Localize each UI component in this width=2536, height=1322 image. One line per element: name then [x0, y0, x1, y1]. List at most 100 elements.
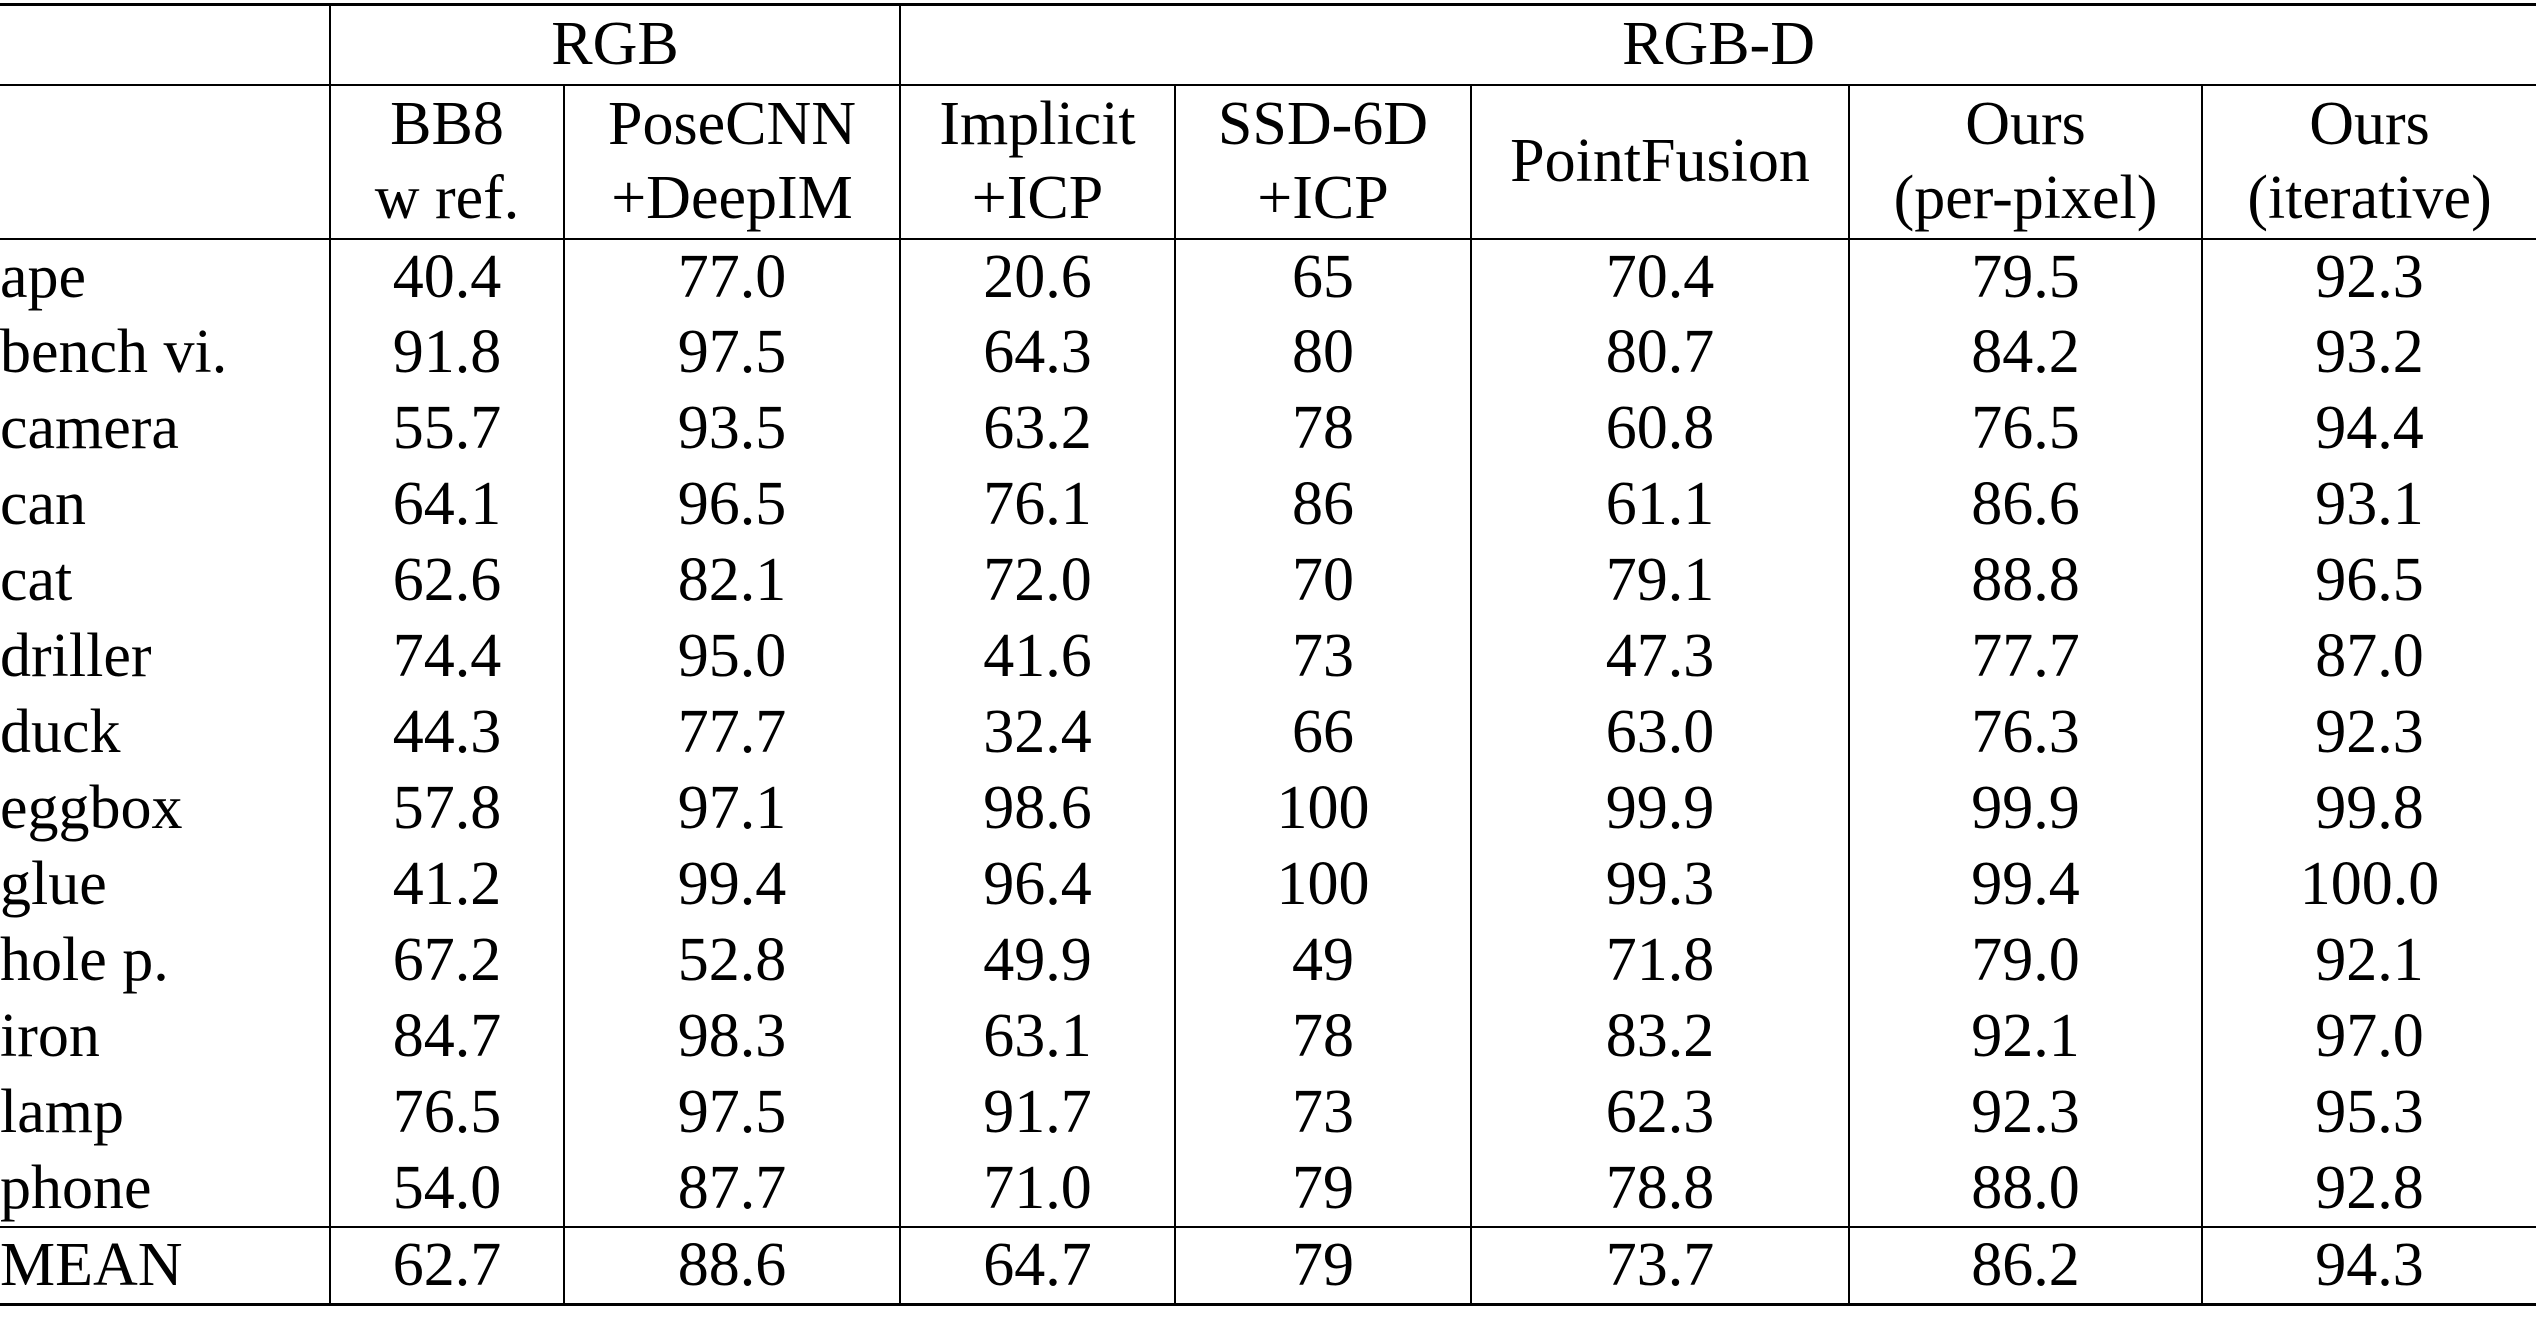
method-name: PointFusion	[1510, 126, 1810, 195]
cell-value: 78	[1174, 998, 1472, 1075]
cell-value: 99.8	[2201, 770, 2536, 847]
cell-value: 99.4	[562, 846, 901, 923]
cell-value: 84.2	[1848, 314, 2203, 391]
blank-label-cell	[0, 84, 330, 240]
cell-value: 96.4	[899, 846, 1176, 923]
cell-value: 97.1	[562, 770, 901, 847]
cell-value: 86.6	[1848, 466, 2203, 543]
cell-value: 86	[1174, 466, 1472, 543]
cell-value: 84.7	[329, 998, 564, 1075]
method-name: Ours	[2309, 90, 2430, 159]
cell-value: 88.0	[1848, 1150, 2203, 1227]
cell-value: 93.5	[562, 390, 901, 467]
cell-value: 57.8	[329, 770, 564, 847]
method-qualifier: +ICP	[1257, 163, 1389, 232]
row-label: phone	[0, 1153, 152, 1222]
cell-value: 100	[1174, 846, 1472, 923]
table-row: bench vi. 91.8 97.5 64.3 80 80.7 84.2 93.2	[0, 314, 2536, 391]
table-row: hole p. 67.2 52.8 49.9 49 71.8 79.0 92.1	[0, 922, 2536, 999]
table-row: can 64.1 96.5 76.1 86 61.1 86.6 93.1	[0, 466, 2536, 543]
row-label: duck	[0, 698, 121, 766]
cell-value: 70.4	[1470, 238, 1850, 315]
row-label: cat	[0, 546, 73, 614]
method-name: Ours	[1965, 90, 2086, 159]
cell-value: 49	[1174, 922, 1472, 999]
cell-value: 65	[1174, 238, 1472, 315]
method-name: BB8	[390, 90, 504, 159]
cell-value: 98.6	[899, 770, 1176, 847]
cell-value: 63.1	[899, 998, 1176, 1075]
row-label: eggbox	[0, 774, 183, 842]
cell-value: 72.0	[899, 542, 1176, 619]
table-row: phone 54.0 87.7 71.0 79 78.8 88.0 92.8	[0, 1150, 2536, 1227]
cell-value: 92.1	[1848, 998, 2203, 1075]
cell-value: 88.8	[1848, 542, 2203, 619]
cell-value: 79.0	[1848, 922, 2203, 999]
cell-value: 92.3	[2201, 238, 2536, 315]
cell-value: 91.7	[899, 1074, 1176, 1151]
cell-value: 97.0	[2201, 998, 2536, 1075]
cell-value: 96.5	[2201, 542, 2536, 619]
cell-value: 87.0	[2201, 618, 2536, 695]
table-row: duck 44.3 77.7 32.4 66 63.0 76.3 92.3	[0, 694, 2536, 771]
cell-value: 99.9	[1470, 770, 1850, 847]
group-header-row: RGB RGB-D	[0, 4, 2536, 86]
cell-value: 100	[1174, 770, 1472, 847]
row-label: driller	[0, 622, 152, 690]
cell-value: 77.7	[562, 694, 901, 771]
cell-value: 99.4	[1848, 846, 2203, 923]
cell-value: 63.2	[899, 390, 1176, 467]
cell-value: 64.7	[899, 1225, 1176, 1305]
method-qualifier: +DeepIM	[611, 163, 853, 232]
cell-value: 97.5	[562, 1074, 901, 1151]
cell-value: 66	[1174, 694, 1472, 771]
table-body: ape 40.4 77.0 20.6 65 70.4 79.5 92.3 bench vi. 91…	[0, 238, 2536, 1305]
cell-value: 64.3	[899, 314, 1176, 391]
cell-value: 93.1	[2201, 466, 2536, 543]
row-label: glue	[0, 850, 107, 918]
method-qualifier: +ICP	[971, 163, 1104, 232]
cell-value: 80.7	[1470, 314, 1850, 391]
cell-value: 73	[1174, 1074, 1472, 1151]
cell-value: 47.3	[1470, 618, 1850, 695]
cell-value: 78	[1174, 390, 1472, 467]
cell-value: 60.8	[1470, 390, 1850, 467]
cell-value: 95.3	[2201, 1074, 2536, 1151]
row-label: ape	[0, 242, 87, 311]
cell-value: 77.0	[562, 238, 901, 315]
cell-value: 93.2	[2201, 314, 2536, 391]
method-name: PoseCNN	[607, 90, 857, 159]
table-row: glue 41.2 99.4 96.4 100 99.3 99.4 100.0	[0, 846, 2536, 923]
cell-value: 55.7	[329, 390, 564, 467]
cell-value: 54.0	[329, 1150, 564, 1227]
cell-value: 77.7	[1848, 618, 2203, 695]
cell-value: 71.0	[899, 1150, 1176, 1227]
cell-value: 82.1	[562, 542, 901, 619]
method-header-bb8: BB8 w ref.	[329, 84, 564, 240]
cell-value: 86.2	[1848, 1225, 2203, 1305]
cell-value: 76.5	[1848, 390, 2203, 467]
row-label: MEAN	[0, 1225, 330, 1305]
cell-value: 63.0	[1470, 694, 1850, 771]
cell-value: 78.8	[1470, 1150, 1850, 1227]
blank-corner-cell	[0, 4, 330, 86]
method-header-ours-iterative: Ours (iterative)	[2201, 84, 2536, 240]
cell-value: 76.1	[899, 466, 1176, 543]
cell-value: 62.6	[329, 542, 564, 619]
method-qualifier: (per-pixel)	[1893, 163, 2158, 232]
cell-value: 76.3	[1848, 694, 2203, 771]
method-header-ssd6d: SSD-6D +ICP	[1174, 84, 1472, 240]
cell-value: 80	[1174, 314, 1472, 391]
cell-value: 87.7	[562, 1150, 901, 1227]
method-header-pointfusion: PointFusion	[1470, 84, 1850, 240]
group-header-rgbd: RGB-D	[899, 4, 2536, 86]
mean-row: MEAN 62.7 88.6 64.7 79 73.7 86.2 94.3	[0, 1225, 2536, 1305]
cell-value: 98.3	[562, 998, 901, 1075]
cell-value: 41.2	[329, 846, 564, 923]
row-label: can	[0, 470, 87, 538]
cell-value: 76.5	[329, 1074, 564, 1151]
cell-value: 92.1	[2201, 922, 2536, 999]
cell-value: 61.1	[1470, 466, 1850, 543]
cell-value: 94.3	[2201, 1225, 2536, 1305]
cell-value: 79.1	[1470, 542, 1850, 619]
